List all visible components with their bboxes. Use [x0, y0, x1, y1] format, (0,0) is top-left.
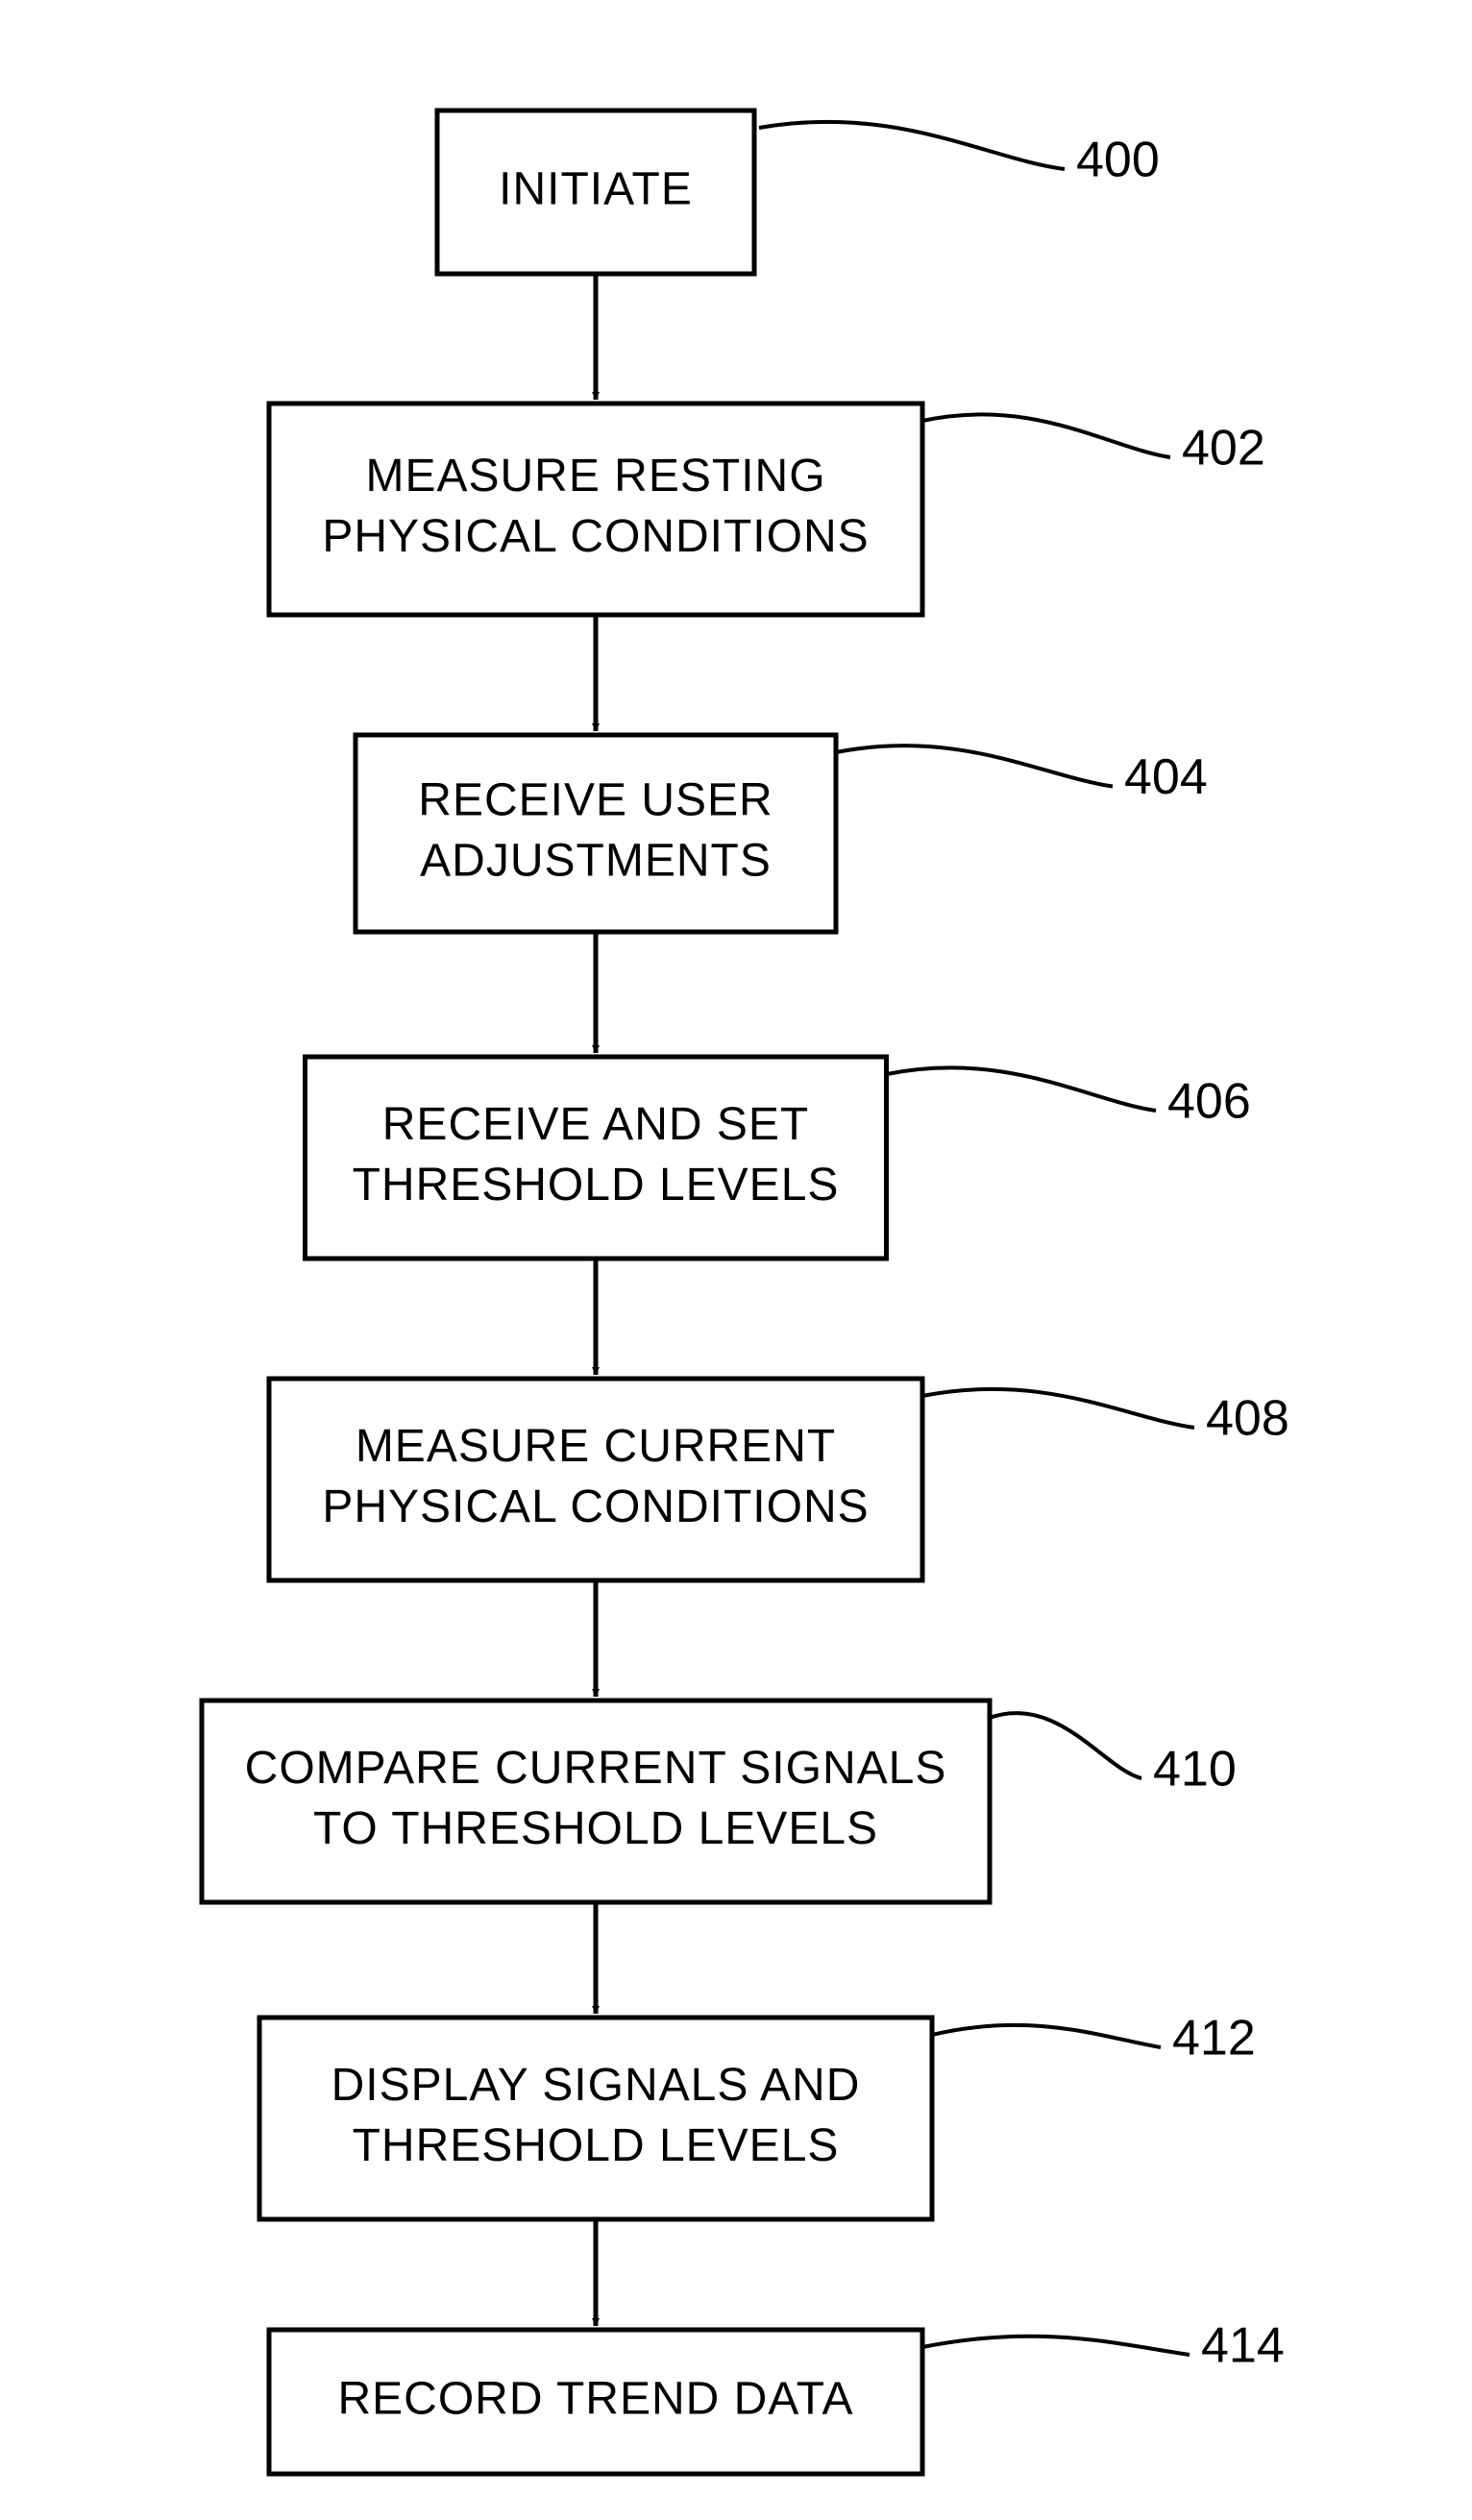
- box-label-n2-0: RECEIVE USER: [418, 775, 773, 826]
- box-label-n1-0: MEASURE RESTING: [365, 451, 825, 502]
- ref-leader-n2: [836, 746, 1113, 786]
- box-n2: [356, 735, 836, 932]
- ref-label-n1: 402: [1182, 421, 1265, 477]
- box-label-n1-1: PHYSICAL CONDITIONS: [322, 511, 869, 562]
- ref-label-n4: 408: [1206, 1391, 1289, 1447]
- box-n6: [259, 2018, 932, 2219]
- ref-leader-n1: [922, 414, 1170, 457]
- flow-step-n3: RECEIVE AND SET THRESHOLD LEVELS 406: [306, 1057, 1251, 1259]
- box-label-n5-0: COMPARE CURRENT SIGNALS: [245, 1743, 947, 1794]
- box-label-n6-0: DISPLAY SIGNALS AND: [331, 2060, 861, 2111]
- ref-leader-n7: [922, 2337, 1190, 2355]
- box-label-n3-1: THRESHOLD LEVELS: [353, 1160, 840, 1211]
- box-n3: [306, 1057, 887, 1259]
- flow-step-n4: MEASURE CURRENT PHYSICAL CONDITIONS 408: [269, 1379, 1289, 1580]
- ref-leader-n0: [759, 122, 1065, 169]
- box-label-n7-0: RECORD TREND DATA: [337, 2374, 853, 2425]
- flow-step-n7: RECORD TREND DATA 414: [269, 2318, 1285, 2474]
- box-label-n6-1: THRESHOLD LEVELS: [353, 2120, 840, 2171]
- flow-step-n2: RECEIVE USER ADJUSTMENTS 404: [356, 735, 1208, 932]
- box-label-n0-0: INITIATE: [499, 164, 693, 215]
- box-label-n4-1: PHYSICAL CONDITIONS: [322, 1481, 869, 1532]
- ref-label-n5: 410: [1153, 1742, 1237, 1798]
- flow-step-n5: COMPARE CURRENT SIGNALS TO THRESHOLD LEVE…: [202, 1700, 1237, 1902]
- box-label-n3-0: RECEIVE AND SET: [382, 1099, 809, 1150]
- ref-label-n2: 404: [1124, 749, 1208, 805]
- ref-label-n3: 406: [1167, 1074, 1251, 1130]
- box-label-n2-1: ADJUSTMENTS: [420, 836, 772, 887]
- ref-label-n7: 414: [1201, 2318, 1285, 2374]
- ref-leader-n5: [990, 1713, 1141, 1778]
- flow-step-n1: MEASURE RESTING PHYSICAL CONDITIONS 402: [269, 404, 1265, 615]
- box-n4: [269, 1379, 922, 1580]
- ref-label-n0: 400: [1076, 133, 1160, 188]
- box-label-n4-0: MEASURE CURRENT: [356, 1421, 836, 1472]
- flow-step-n6: DISPLAY SIGNALS AND THRESHOLD LEVELS 412: [259, 2011, 1256, 2219]
- ref-leader-n4: [922, 1389, 1194, 1428]
- box-n1: [269, 404, 922, 615]
- flow-step-n0: INITIATE 400: [437, 110, 1160, 274]
- ref-leader-n6: [932, 2025, 1161, 2047]
- box-n5: [202, 1700, 990, 1902]
- box-label-n5-1: TO THRESHOLD LEVELS: [313, 1803, 878, 1854]
- ref-leader-n3: [887, 1067, 1156, 1111]
- ref-label-n6: 412: [1172, 2011, 1256, 2067]
